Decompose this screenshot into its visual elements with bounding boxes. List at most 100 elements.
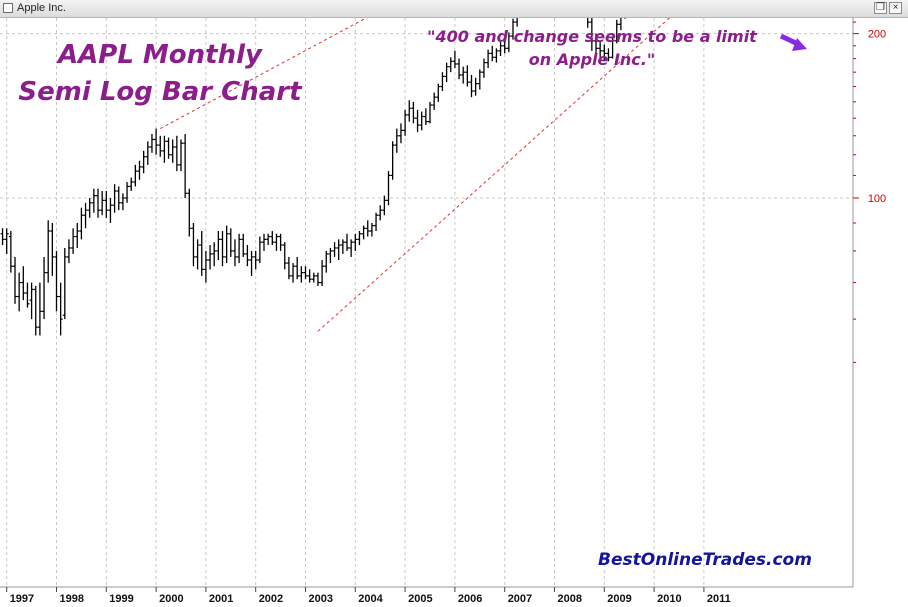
annotation-line1: "400 and change seems to be a limit xyxy=(427,27,758,46)
ohlc-bar xyxy=(415,109,420,133)
ohlc-bar xyxy=(249,250,254,276)
ohlc-bar xyxy=(154,128,159,155)
ohlc-bar xyxy=(374,212,379,232)
ohlc-bar xyxy=(452,50,457,69)
ohlc-bar xyxy=(79,207,84,240)
ohlc-bar xyxy=(324,250,329,273)
close-button[interactable]: × xyxy=(889,2,902,14)
y-tick-label: 200 xyxy=(868,29,886,41)
chart-title-line1: AAPL Monthly xyxy=(56,40,263,70)
ohlc-bar xyxy=(224,225,229,264)
ohlc-bar xyxy=(25,282,30,308)
axes: 1002003004005001997199819992000200120022… xyxy=(0,18,886,605)
ohlc-bar xyxy=(237,233,242,264)
ohlc-bar xyxy=(299,266,304,283)
ohlc-bar xyxy=(411,101,416,124)
ohlc-bar xyxy=(511,18,515,40)
x-tick-label: 2006 xyxy=(458,593,482,605)
window-titlebar: Apple Inc. ❐ × xyxy=(0,0,908,18)
ohlc-bar xyxy=(606,48,611,62)
ohlc-bar xyxy=(141,150,146,174)
ohlc-bar xyxy=(149,133,154,153)
ohlc-bar xyxy=(587,18,590,28)
ohlc-bar xyxy=(220,231,225,267)
ohlc-bar xyxy=(232,239,237,267)
ohlc-bar xyxy=(253,250,258,270)
ohlc-bar xyxy=(506,32,511,53)
chart-background xyxy=(0,18,908,607)
ohlc-bar xyxy=(191,222,196,267)
x-tick-label: 2007 xyxy=(508,593,532,605)
ohlc-bar xyxy=(42,256,47,320)
ohlc-bar xyxy=(444,62,449,83)
ohlc-bar xyxy=(328,247,333,264)
ohlc-bar xyxy=(436,83,441,102)
arrow-icon xyxy=(779,33,807,51)
ohlc-bar xyxy=(195,239,200,270)
ohlc-bar xyxy=(473,77,478,96)
ohlc-bar xyxy=(382,195,387,216)
ohlc-bar xyxy=(166,137,171,159)
ohlc-bar xyxy=(71,228,76,254)
ohlc-bar xyxy=(361,225,366,240)
ohlc-bar xyxy=(91,188,96,213)
ohlc-bar xyxy=(345,233,349,251)
ohlc-bar xyxy=(419,111,424,131)
ohlc-bar xyxy=(594,33,598,57)
aapl-monthly-chart: 1002003004005001997199819992000200120022… xyxy=(0,18,908,607)
ohlc-bar xyxy=(96,188,100,218)
ohlc-bar xyxy=(490,45,495,62)
ohlc-bar xyxy=(398,123,403,144)
ohlc-bar xyxy=(353,233,358,251)
ohlc-bar xyxy=(378,205,383,221)
x-tick-label: 2003 xyxy=(309,593,333,605)
ohlc-bar xyxy=(307,269,312,283)
ohlc-bar xyxy=(137,160,142,180)
ohlc-bar xyxy=(618,18,622,31)
ohlc-bar xyxy=(394,128,399,153)
ohlc-bar xyxy=(212,242,217,267)
x-tick-label: 1997 xyxy=(10,593,34,605)
ohlc-bar xyxy=(75,222,80,248)
ohlc-bar xyxy=(461,66,466,84)
ohlc-bar xyxy=(104,190,109,218)
ohlc-bar xyxy=(494,48,499,63)
x-tick-label: 2008 xyxy=(558,593,582,605)
x-tick-label: 1999 xyxy=(109,593,133,605)
ohlc-bar xyxy=(403,109,408,136)
ohlc-bar xyxy=(133,164,138,187)
price-bars xyxy=(0,18,626,336)
ohlc-bar xyxy=(498,42,503,57)
ohlc-bar xyxy=(228,228,233,257)
ohlc-bar xyxy=(270,231,275,246)
x-tick-label: 1998 xyxy=(60,593,84,605)
ohlc-bar xyxy=(602,44,607,60)
ohlc-bar xyxy=(112,184,117,213)
ohlc-bar xyxy=(481,58,486,78)
ohlc-bar xyxy=(8,231,13,273)
ohlc-bar xyxy=(457,58,462,80)
x-tick-label: 2000 xyxy=(159,593,183,605)
ohlc-bar xyxy=(66,239,71,264)
ohlc-bar xyxy=(4,228,9,254)
x-tick-label: 2011 xyxy=(707,593,731,605)
restore-button[interactable]: ❐ xyxy=(874,2,887,14)
ohlc-bar xyxy=(303,266,308,280)
ohlc-bar xyxy=(598,42,603,59)
ohlc-bar xyxy=(145,141,150,165)
ohlc-bar xyxy=(365,220,370,237)
ohlc-bar xyxy=(100,190,105,216)
ohlc-bar xyxy=(179,139,183,172)
ohlc-bar xyxy=(515,18,518,27)
ohlc-bar xyxy=(29,282,34,320)
ohlc-bar xyxy=(203,250,208,283)
ohlc-bar xyxy=(120,193,125,211)
trendline xyxy=(317,18,671,332)
ohlc-bar xyxy=(0,228,5,246)
x-tick-label: 2005 xyxy=(408,593,432,605)
ohlc-bar xyxy=(465,65,470,87)
ohlc-bar xyxy=(116,186,121,211)
ohlc-bar xyxy=(469,74,474,98)
ohlc-bar xyxy=(357,231,362,246)
ohlc-bar xyxy=(17,272,22,312)
